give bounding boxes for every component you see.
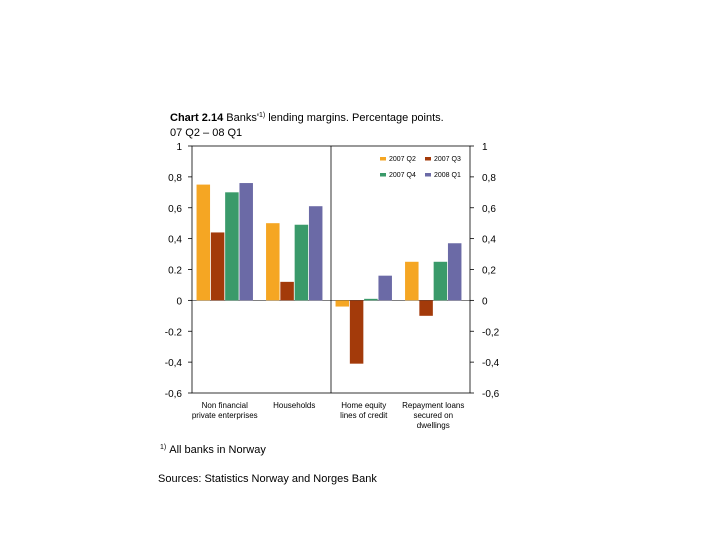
title-text-a: Banks' [223, 112, 259, 124]
left-tick-label: 0,4 [168, 235, 182, 246]
bar-2008-q1 [378, 275, 392, 301]
right-tick-label: -0,2 [482, 327, 500, 338]
bar-2007-q4 [225, 192, 239, 301]
right-tick-label: -0,4 [482, 358, 500, 369]
left-tick-label: -0,6 [165, 389, 183, 400]
category-label: dwellings [417, 421, 450, 430]
left-tick-label: -0,4 [165, 358, 183, 369]
bar-2007-q4 [364, 298, 378, 301]
category-label: Home equity [341, 401, 386, 410]
footnote-marker: 1) [160, 444, 167, 451]
legend-swatch [380, 157, 386, 161]
left-tick-label: 0,8 [168, 173, 182, 184]
left-tick-label: 0,6 [168, 204, 182, 215]
right-tick-label: 1 [482, 142, 488, 153]
chart-title: Chart 2.14 Banks'1) lending margins. Per… [170, 108, 530, 141]
right-tick-label: 0 [482, 296, 488, 307]
category-label: Households [273, 401, 315, 410]
category-label: Repayment loans [402, 401, 464, 410]
bar-2007-q2 [335, 300, 350, 307]
bar-2007-q2 [266, 223, 280, 301]
right-tick-label: 0,6 [482, 204, 496, 215]
bar-2007-q3 [280, 281, 294, 301]
title-text-b: lending margins. Percentage points. [265, 112, 444, 124]
bar-2007-q3 [210, 232, 225, 301]
title-line-2: 07 Q2 – 08 Q1 [170, 127, 243, 139]
left-tick-label: 0.2 [168, 266, 182, 277]
title-line-1: Chart 2.14 Banks'1) lending margins. Per… [170, 108, 530, 126]
category-label: lines of credit [340, 411, 388, 420]
left-tick-label: 0 [176, 296, 182, 307]
bar-2008-q1 [308, 206, 323, 301]
footnote-text: All banks in Norway [169, 444, 266, 456]
footnote: 1) All banks in Norway [160, 444, 266, 456]
bar-2007-q2 [405, 261, 419, 301]
category-label: secured on [413, 411, 453, 420]
right-tick-label: 0,4 [482, 235, 496, 246]
legend-label: 2008 Q1 [434, 172, 461, 179]
bar-2007-q2 [196, 184, 211, 301]
right-tick-label: 0,8 [482, 173, 496, 184]
legend-label: 2007 Q2 [389, 156, 416, 163]
sources: Sources: Statistics Norway and Norges Ba… [158, 473, 377, 485]
legend-label: 2007 Q3 [434, 156, 461, 163]
legend-swatch [380, 173, 386, 177]
chart-number: Chart 2.14 [170, 112, 224, 124]
left-tick-label: 1 [176, 142, 182, 153]
bar-2007-q4 [433, 261, 448, 301]
right-tick-label: -0,6 [482, 389, 500, 400]
bar-2007-q4 [294, 224, 309, 301]
category-label: private enterprises [192, 411, 258, 420]
left-tick-label: -0.2 [165, 327, 183, 338]
bar-2008-q1 [447, 243, 462, 301]
legend-label: 2007 Q4 [389, 172, 416, 179]
title-footnote-marker: 1) [258, 112, 266, 119]
category-label: Non financial [202, 401, 248, 410]
bar-2008-q1 [239, 183, 253, 301]
legend-swatch [425, 157, 431, 161]
legend-swatch [425, 173, 431, 177]
right-tick-label: 0,2 [482, 266, 496, 277]
bar-2007-q3 [349, 300, 364, 364]
bar-2007-q3 [419, 300, 433, 316]
